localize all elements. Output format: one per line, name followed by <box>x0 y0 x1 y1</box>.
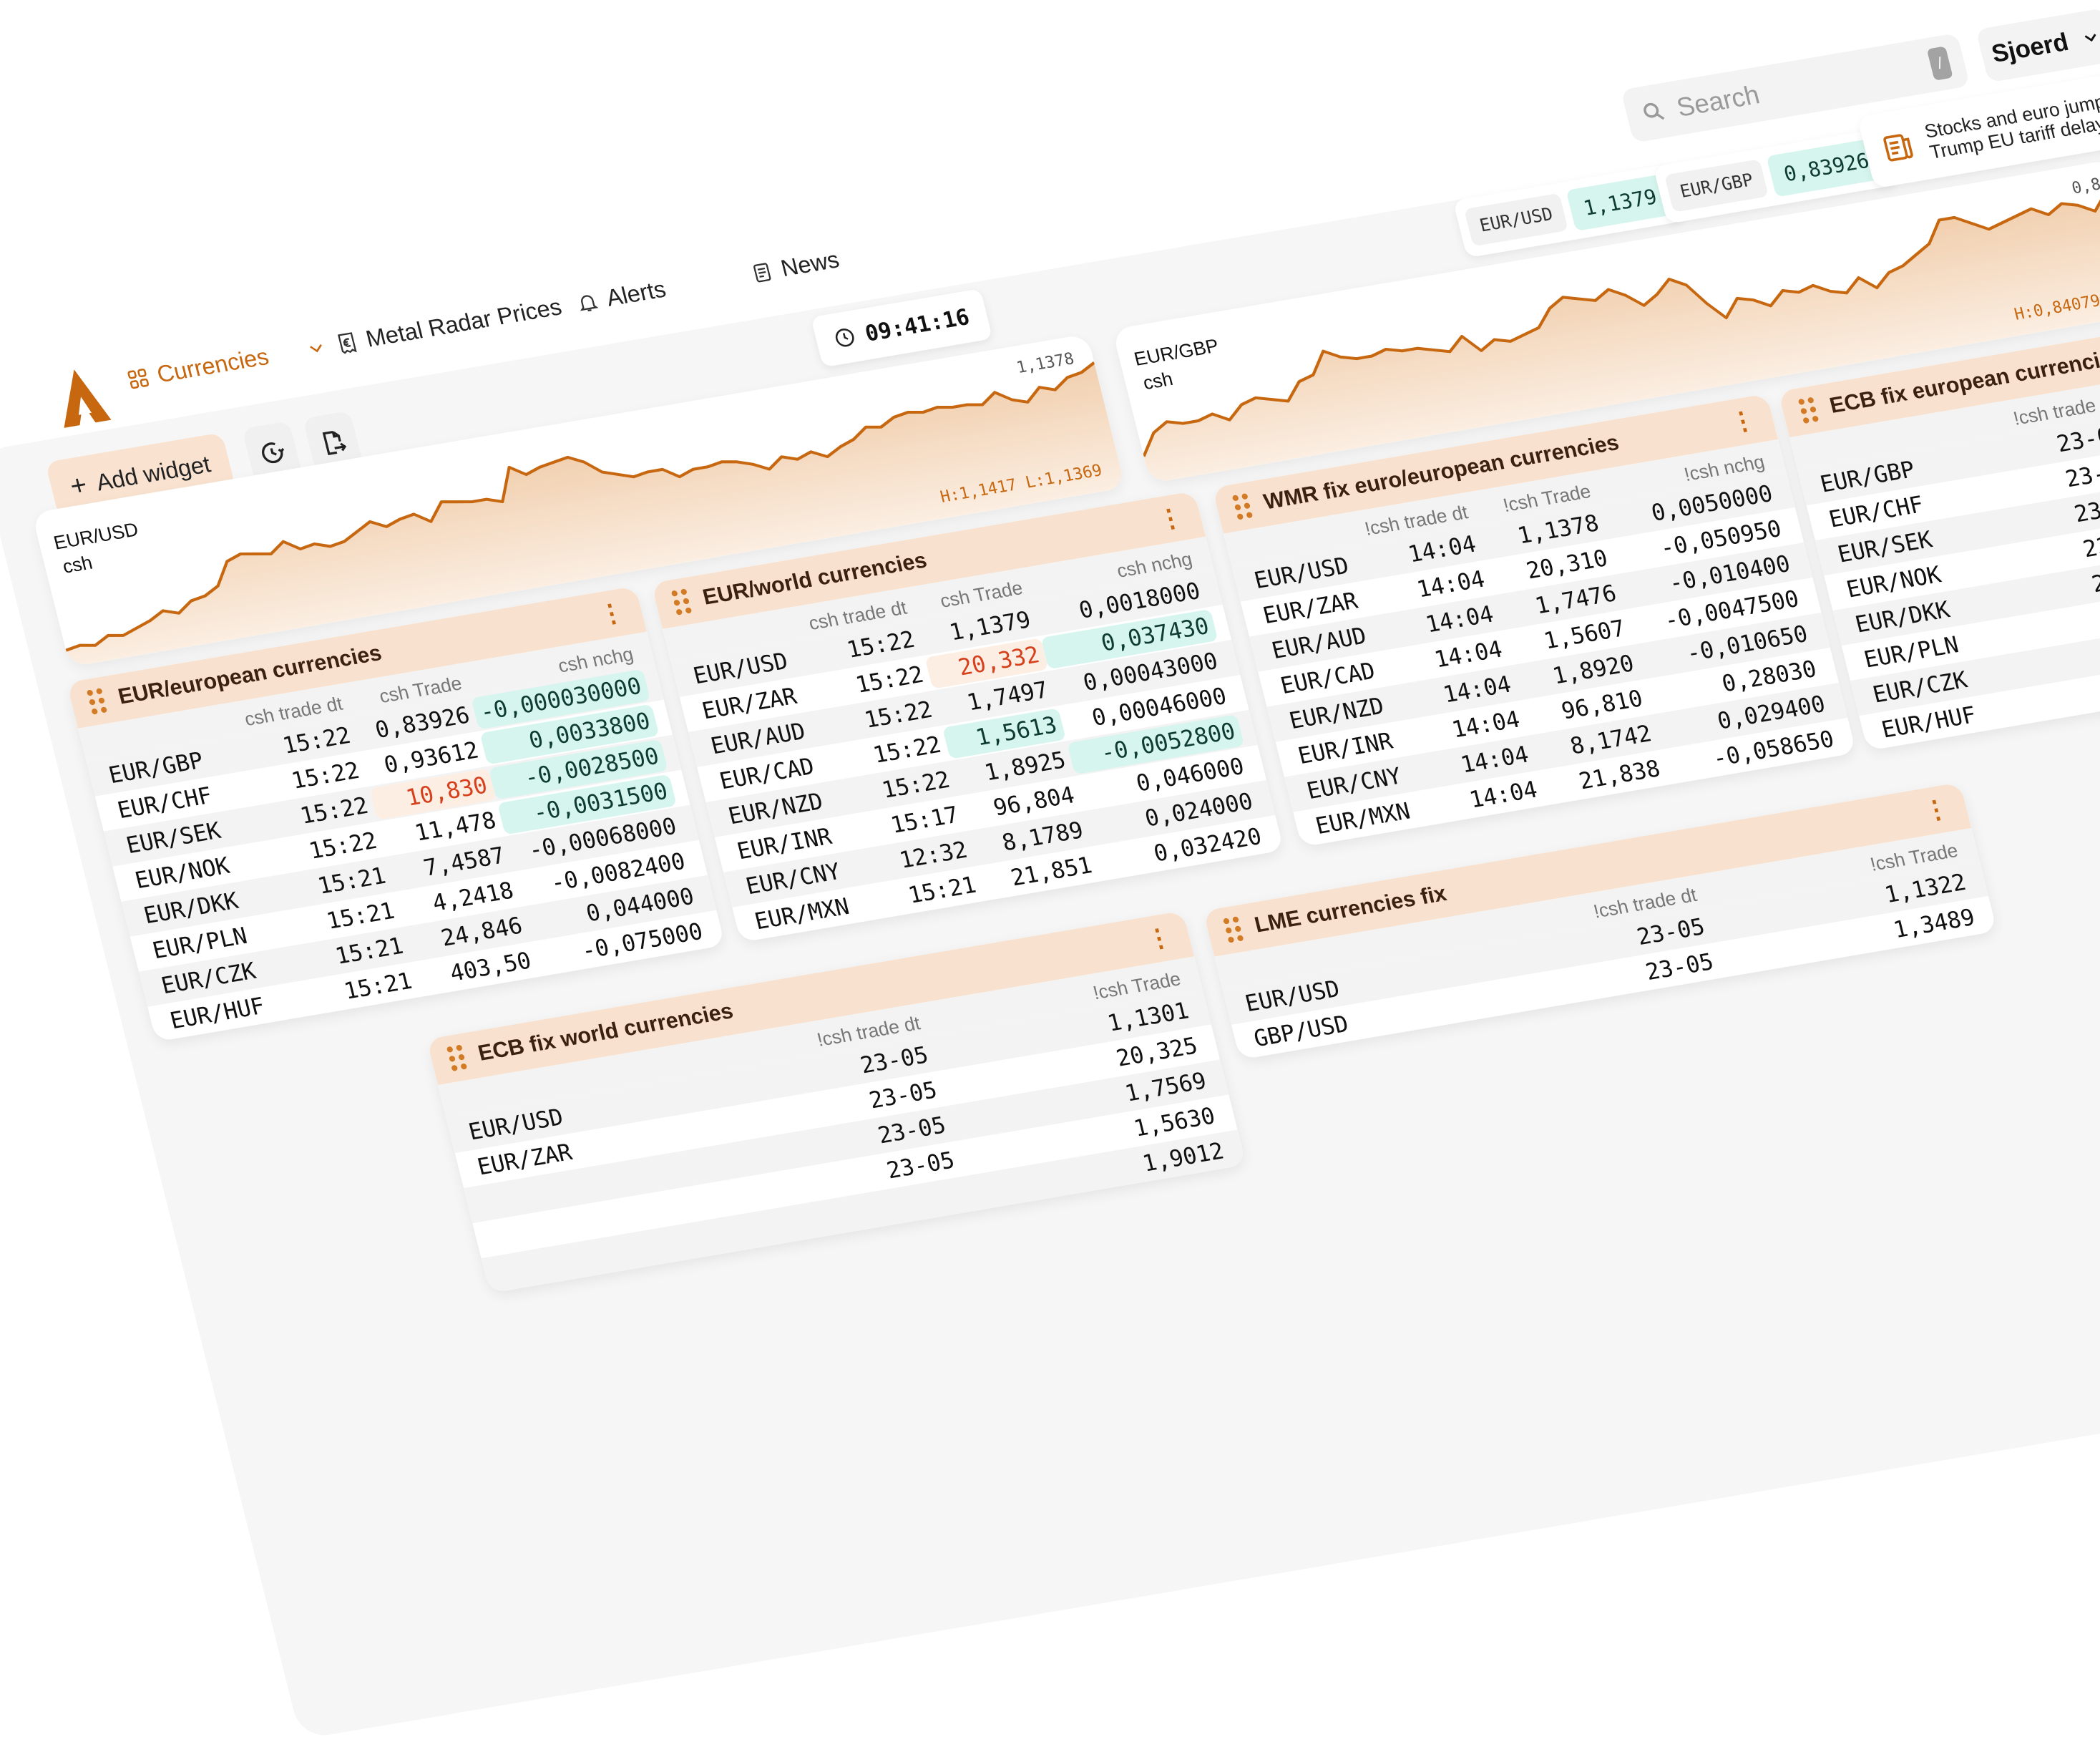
drag-handle-icon[interactable] <box>671 588 693 615</box>
ticker-pair: EUR/USD <box>1464 193 1568 247</box>
grid-icon <box>124 366 152 391</box>
chart-subtitle: csh <box>60 551 94 578</box>
chart-subtitle: csh <box>1141 367 1175 394</box>
nav-currencies[interactable]: Currencies <box>124 333 331 393</box>
nav-label: News <box>778 246 842 283</box>
search-icon <box>1639 98 1669 127</box>
nav-metal-radar-prices[interactable]: Metal Radar Prices <box>333 293 565 358</box>
more-options-icon[interactable]: ⋮ <box>1920 794 1952 827</box>
drag-handle-icon[interactable] <box>1223 916 1244 943</box>
newspaper-icon <box>1879 128 1918 166</box>
drag-handle-icon[interactable] <box>1232 493 1254 520</box>
nav-news[interactable]: News <box>748 246 842 288</box>
more-options-icon[interactable]: ⋮ <box>596 598 627 631</box>
history-icon <box>255 437 290 469</box>
drag-handle-icon[interactable] <box>446 1044 468 1071</box>
nav-alerts[interactable]: Alerts <box>574 276 669 317</box>
more-options-icon[interactable]: ⋮ <box>1155 502 1186 535</box>
ticker-pair: EUR/GBP <box>1664 159 1769 213</box>
search-placeholder: Search <box>1674 79 1763 123</box>
file-export-icon <box>316 427 351 458</box>
more-options-icon[interactable]: ⋮ <box>1727 405 1759 438</box>
dashboard: Currencies Metal Radar Prices Alerts New… <box>0 0 2100 1706</box>
clock-icon <box>831 325 859 350</box>
drag-handle-icon[interactable] <box>1798 397 1820 424</box>
user-name: Sjoerd <box>1988 28 2071 69</box>
logo-icon <box>49 364 113 429</box>
more-options-icon[interactable]: ⋮ <box>1143 922 1175 955</box>
nav-label: Currencies <box>155 343 272 388</box>
nav-label: Alerts <box>604 276 669 312</box>
drag-handle-icon[interactable] <box>87 688 108 715</box>
newspaper-icon <box>748 260 776 285</box>
chevron-down-icon <box>2079 26 2100 49</box>
bell-icon <box>574 289 601 314</box>
search-shortcut-key: / <box>1927 46 1953 80</box>
plus-icon: + <box>67 469 90 502</box>
nav-label: Metal Radar Prices <box>363 293 565 353</box>
chevron-down-icon[interactable] <box>303 336 330 361</box>
user-menu[interactable]: Sjoerd <box>1976 8 2100 83</box>
clock-time: 09:41:16 <box>862 304 972 347</box>
euro-receipt-icon <box>333 330 361 355</box>
